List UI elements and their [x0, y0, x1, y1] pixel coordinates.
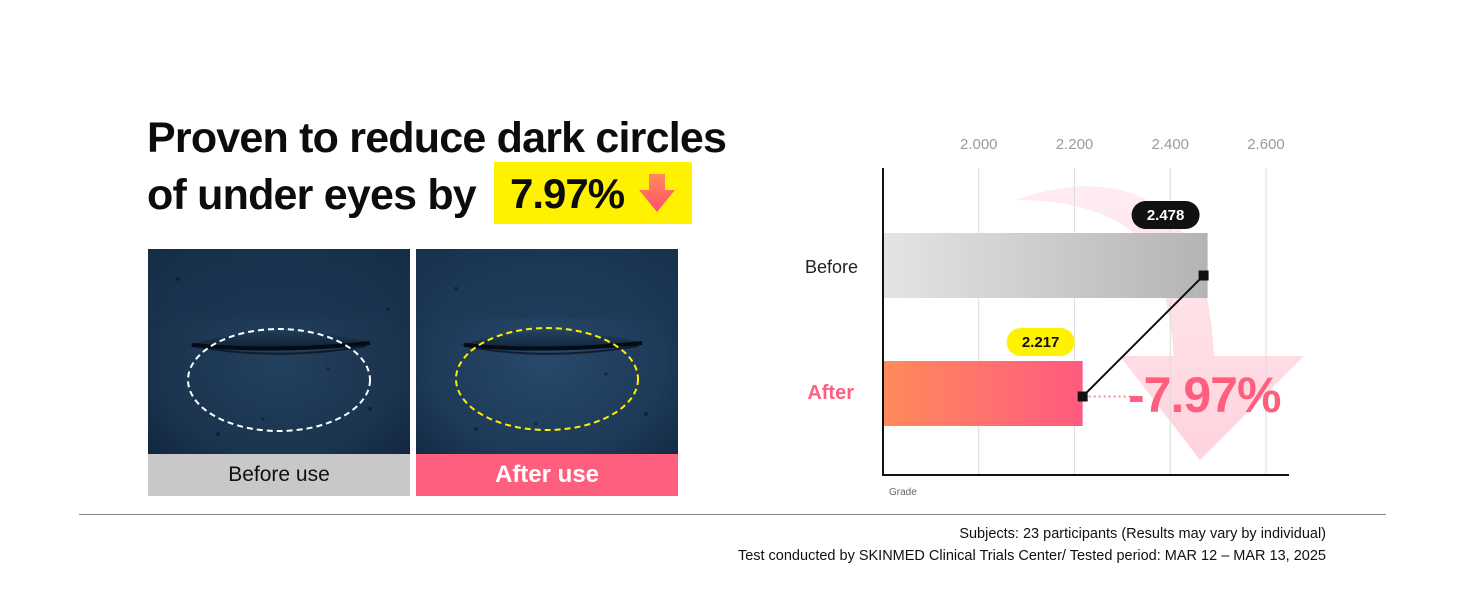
bar-after: [884, 361, 1083, 426]
headline-highlight-value: 7.97%: [510, 170, 625, 217]
headline-line-1: Proven to reduce dark circles: [147, 114, 727, 162]
after-marker-ellipse: [455, 327, 639, 431]
change-percent-label: -7.97%: [1128, 367, 1281, 423]
change-connector-line: [1081, 274, 1205, 398]
after-value-marker: [1077, 391, 1088, 402]
after-photo-panel: After use: [416, 249, 678, 496]
after-value-badge: 2.217: [1022, 334, 1060, 351]
down-arrow-icon: [639, 174, 675, 212]
x-tick-label: 2.600: [1247, 136, 1285, 153]
before-value-badge: 2.478: [1147, 207, 1185, 224]
headline-line-2: of under eyes by: [147, 171, 477, 219]
footnote-test-info: Test conducted by SKINMED Clinical Trial…: [737, 548, 1326, 564]
before-value-badge-bg: [1131, 201, 1200, 229]
before-caption: Before use: [148, 454, 410, 496]
footer-divider: [79, 514, 1386, 515]
after-caption: After use: [416, 454, 678, 496]
x-tick-label: 2.400: [1151, 136, 1189, 153]
chart-x-ticks: 2.000 2.200 2.400 2.600: [960, 136, 1285, 153]
x-axis-label: Grade: [889, 487, 917, 498]
category-label-before: Before: [805, 257, 858, 277]
before-marker-ellipse: [187, 328, 371, 432]
decrease-arrow-icon: [1016, 186, 1304, 460]
x-tick-label: 2.200: [1056, 136, 1094, 153]
before-value-marker: [1198, 270, 1209, 281]
headline: Proven to reduce dark circles of under e…: [147, 110, 727, 224]
after-value-badge-bg: [1006, 328, 1075, 356]
bar-before: [884, 233, 1208, 298]
footnote-subjects: Subjects: 23 participants (Results may v…: [959, 526, 1326, 542]
x-tick-label: 2.000: [960, 136, 998, 153]
category-label-after: After: [807, 382, 854, 404]
before-photo-panel: Before use: [148, 249, 410, 496]
grade-bar-chart: 2.000 2.200 2.400 2.600 2.478 2.217 Before A…: [805, 136, 1304, 498]
after-eye-photo: [416, 249, 678, 454]
before-eye-photo: [148, 249, 410, 454]
headline-highlight: 7.97%: [494, 162, 692, 224]
